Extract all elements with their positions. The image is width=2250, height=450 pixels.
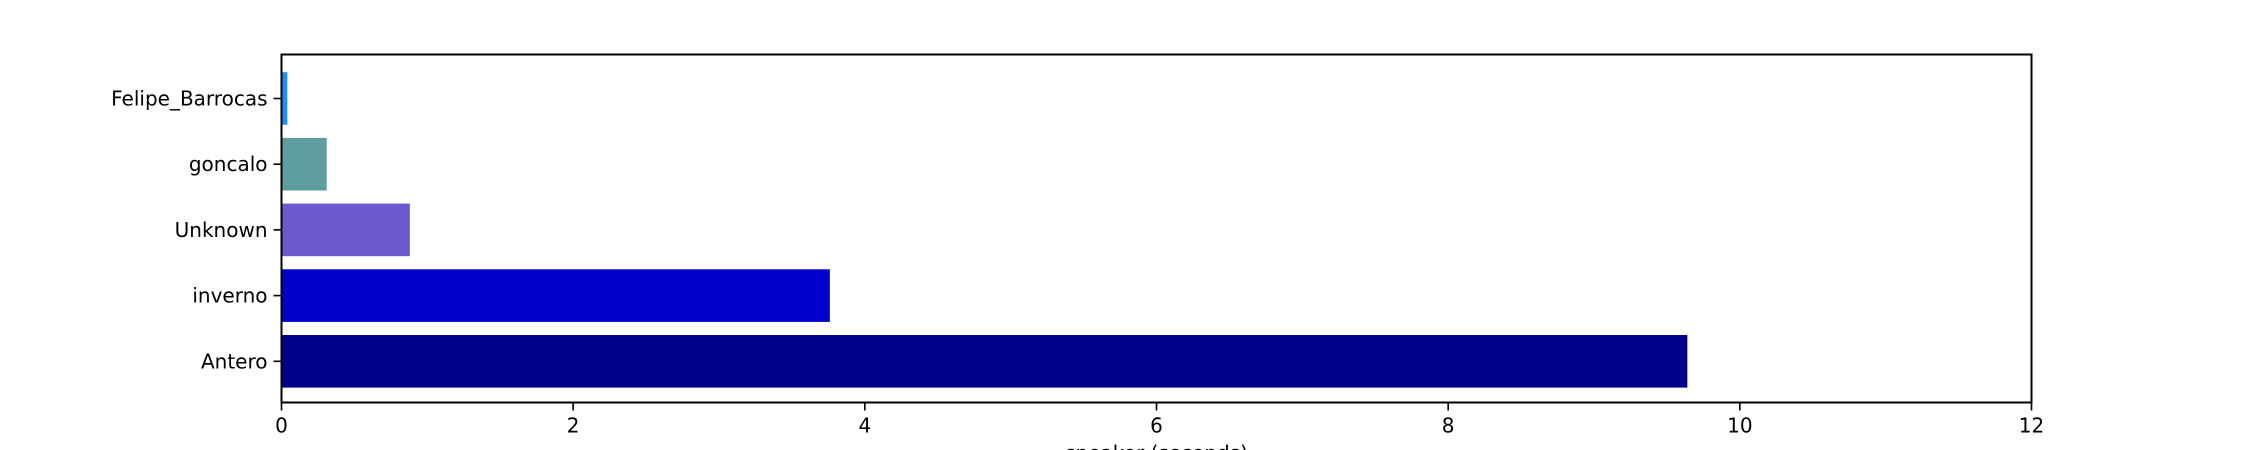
x-tick-label: 12 — [2019, 414, 2044, 438]
x-tick-label: 2 — [567, 414, 580, 438]
bar-Felipe_Barrocas — [281, 72, 288, 125]
x-tick-label: 8 — [1442, 414, 1455, 438]
x-tick-label: 10 — [1727, 414, 1752, 438]
bar-Antero — [281, 335, 1688, 388]
bar-inverno — [281, 269, 830, 322]
bars-layer — [281, 72, 1688, 388]
y-tick-label: Unknown — [175, 218, 268, 242]
y-tick-label: Antero — [201, 349, 268, 373]
bar-goncalo — [281, 137, 327, 191]
bar-Unknown — [281, 203, 410, 257]
x-tick-label: 6 — [1150, 414, 1163, 438]
y-tick-label: Felipe_Barrocas — [111, 87, 267, 111]
x-tick-label: 4 — [858, 414, 871, 438]
x-tick-label: 0 — [275, 414, 288, 438]
y-tick-label: goncalo — [189, 152, 268, 176]
x-axis: 0 2 4 6 8 10 12 — [275, 402, 2044, 438]
x-axis-title: speaker (seconds) — [1065, 441, 1248, 450]
y-tick-label: inverno — [192, 284, 267, 308]
